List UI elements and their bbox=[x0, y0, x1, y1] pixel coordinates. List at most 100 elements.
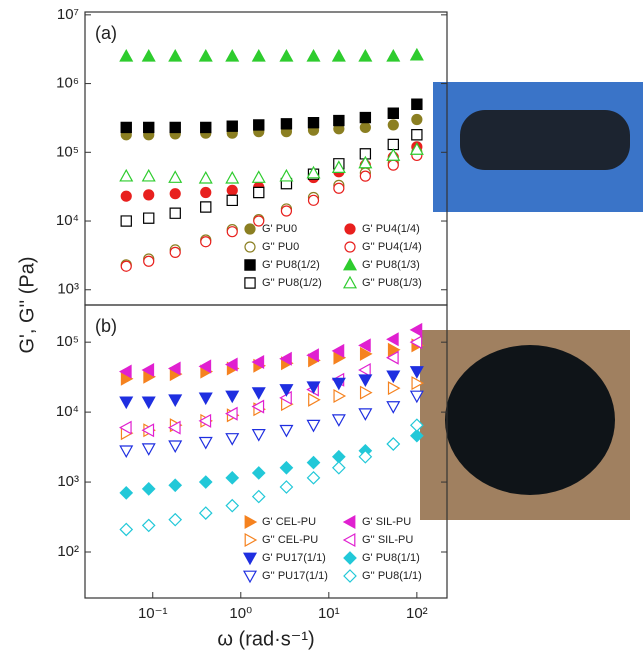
data-point bbox=[169, 171, 181, 182]
data-point bbox=[200, 438, 212, 449]
legend-label: G'' PU0 bbox=[262, 241, 299, 253]
legend-marker bbox=[245, 224, 255, 234]
data-point bbox=[412, 115, 422, 125]
data-point bbox=[200, 172, 212, 183]
y-tick-label: 10⁷ bbox=[57, 6, 79, 23]
data-point bbox=[200, 393, 212, 404]
data-point bbox=[170, 122, 180, 132]
figure: G', G'' (Pa) ω (rad·s⁻¹) (a)10³10⁴10⁵10⁶… bbox=[0, 0, 643, 657]
data-point bbox=[253, 388, 265, 399]
legend-marker bbox=[344, 259, 356, 270]
data-point bbox=[334, 115, 344, 125]
data-point bbox=[387, 438, 399, 450]
data-point bbox=[143, 519, 155, 531]
data-point bbox=[359, 50, 371, 61]
data-point bbox=[169, 50, 181, 61]
legend-marker bbox=[345, 242, 355, 252]
data-point bbox=[226, 50, 238, 61]
legend-marker bbox=[245, 260, 255, 270]
data-point bbox=[388, 139, 398, 149]
legend-marker bbox=[344, 534, 355, 546]
legend-marker bbox=[245, 242, 255, 252]
x-axis-label: ω (rad·s⁻¹) bbox=[217, 628, 314, 650]
data-point bbox=[201, 188, 211, 198]
data-point bbox=[226, 472, 238, 484]
data-point bbox=[280, 170, 292, 181]
data-point bbox=[253, 430, 265, 441]
panel-label: (a) bbox=[95, 23, 117, 43]
data-point bbox=[308, 420, 320, 431]
legend-marker bbox=[345, 224, 355, 234]
data-point bbox=[253, 50, 265, 61]
data-point bbox=[253, 467, 265, 479]
legend-marker bbox=[245, 516, 256, 528]
data-point bbox=[143, 50, 155, 61]
data-point bbox=[254, 187, 264, 197]
data-point bbox=[308, 50, 320, 61]
data-point bbox=[411, 49, 423, 60]
data-point bbox=[412, 99, 422, 109]
data-point bbox=[308, 118, 318, 128]
data-point bbox=[120, 397, 132, 408]
x-tick-label: 10⁻¹ bbox=[138, 605, 168, 622]
y-tick-label: 10³ bbox=[57, 473, 79, 490]
data-point bbox=[280, 425, 292, 436]
data-point bbox=[308, 472, 320, 484]
legend-label: G'' PU8(1/1) bbox=[362, 570, 422, 582]
legend-label: G'' SIL-PU bbox=[362, 534, 413, 546]
data-point bbox=[226, 434, 238, 445]
data-point bbox=[281, 119, 291, 129]
legend-label: G'' PU4(1/4) bbox=[362, 241, 422, 253]
data-point bbox=[281, 206, 291, 216]
data-point bbox=[226, 391, 238, 402]
data-point bbox=[253, 491, 265, 503]
panel-label: (b) bbox=[95, 316, 117, 336]
data-point bbox=[387, 50, 399, 61]
legend-label: G' CEL-PU bbox=[262, 516, 316, 528]
data-point bbox=[121, 216, 131, 226]
data-point bbox=[169, 395, 181, 406]
data-point bbox=[333, 415, 345, 426]
data-point bbox=[360, 112, 370, 122]
data-point bbox=[201, 237, 211, 247]
legend-label: G' PU0 bbox=[262, 223, 297, 235]
legend-marker bbox=[344, 277, 356, 288]
legend-label: G' PU17(1/1) bbox=[262, 552, 326, 564]
data-point bbox=[280, 462, 292, 474]
data-point bbox=[280, 481, 292, 493]
x-tick-label: 10² bbox=[406, 605, 428, 622]
legend-marker bbox=[245, 534, 256, 546]
data-point bbox=[144, 190, 154, 200]
data-point bbox=[120, 170, 132, 181]
data-point bbox=[334, 183, 344, 193]
legend-marker bbox=[344, 570, 356, 582]
legend-marker bbox=[244, 571, 256, 582]
legend-label: G' SIL-PU bbox=[362, 516, 411, 528]
legend-label: G'' PU8(1/3) bbox=[362, 277, 422, 289]
data-point bbox=[143, 483, 155, 495]
data-point bbox=[170, 247, 180, 257]
data-point bbox=[359, 364, 370, 376]
legend-label: G' PU8(1/3) bbox=[362, 259, 420, 271]
data-point bbox=[227, 185, 237, 195]
data-point bbox=[200, 507, 212, 519]
data-point bbox=[361, 387, 372, 399]
legend-label: G'' PU8(1/2) bbox=[262, 277, 322, 289]
data-point bbox=[359, 409, 371, 420]
data-point bbox=[169, 441, 181, 452]
data-point bbox=[121, 122, 131, 132]
photo-a-sample bbox=[460, 110, 630, 170]
data-point bbox=[360, 122, 370, 132]
x-tick-label: 10¹ bbox=[318, 605, 340, 622]
data-point bbox=[201, 202, 211, 212]
data-point bbox=[333, 462, 345, 474]
data-point bbox=[169, 479, 181, 491]
data-point bbox=[388, 108, 398, 118]
data-point bbox=[227, 227, 237, 237]
data-point bbox=[120, 487, 132, 499]
data-point bbox=[388, 120, 398, 130]
y-tick-label: 10⁵ bbox=[56, 143, 79, 160]
data-point bbox=[333, 50, 345, 61]
data-point bbox=[227, 195, 237, 205]
data-point bbox=[387, 402, 399, 413]
